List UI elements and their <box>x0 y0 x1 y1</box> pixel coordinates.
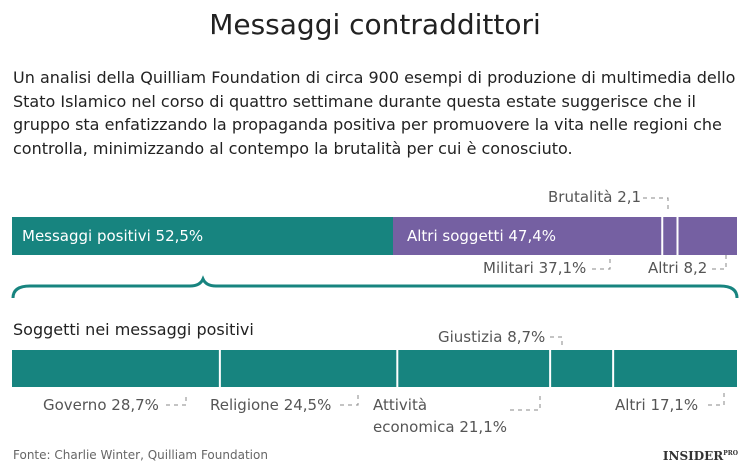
leader-line <box>643 197 669 211</box>
label: Altri soggetti <box>407 227 504 245</box>
brand-sup: PRO <box>723 450 738 457</box>
segment-label: Governo 28,7% <box>43 394 159 416</box>
label: Brutalità <box>548 188 613 206</box>
label: Altri <box>648 259 679 277</box>
segment-label: Religione 24,5% <box>210 394 331 416</box>
bar <box>397 350 551 387</box>
source: Fonte: Charlie Winter, Quilliam Foundati… <box>13 448 268 462</box>
bar <box>393 217 737 255</box>
value-label: 2,1 <box>617 188 642 206</box>
title: Messaggi contraddittori <box>209 8 541 41</box>
bar <box>613 350 737 387</box>
part-label: Brutalità 2,1 <box>548 186 641 208</box>
value-label: 28,7% <box>111 396 159 414</box>
label: Altri <box>615 396 646 414</box>
value-label: 8,2 <box>683 259 708 277</box>
leader-line <box>708 393 725 406</box>
brand: INSIDERPRO <box>663 449 738 463</box>
segment-label: Attività economica 21,1% <box>373 394 513 438</box>
value-label: 52,5% <box>155 227 204 245</box>
bar <box>12 217 394 255</box>
bar <box>219 350 398 387</box>
leader-line <box>166 393 187 406</box>
value-label: 24,5% <box>283 396 332 414</box>
subtitle: Un analisi della Quilliam Foundation di … <box>13 68 736 158</box>
bar <box>550 350 614 387</box>
value-label: 21,1% <box>459 418 507 436</box>
leader-line <box>510 393 541 411</box>
value-label: 17,1% <box>650 396 699 414</box>
chart-title: Soggetti nei messaggi positivi <box>13 320 254 339</box>
segment-label: Giustizia 8,7% <box>438 326 545 348</box>
leader-line <box>592 255 611 270</box>
brace <box>11 275 739 299</box>
part-label: Militari 37,1% <box>483 257 586 279</box>
label: Religione <box>210 396 279 414</box>
label: Giustizia <box>438 328 503 346</box>
value-label: 8,7% <box>507 328 546 346</box>
label: Attività economica <box>373 396 455 436</box>
leader-line <box>340 393 359 406</box>
leader-line <box>712 255 727 270</box>
part-label: Altri 8,2 <box>648 257 707 279</box>
label: Militari <box>483 259 534 277</box>
leader-line <box>550 336 563 346</box>
bar-label: Altri soggetti 47,4% <box>407 225 556 247</box>
bar-label: Messaggi positivi 52,5% <box>22 225 203 247</box>
segment-label: Altri 17,1% <box>615 394 698 416</box>
label: Governo <box>43 396 107 414</box>
brand-name: INSIDER <box>662 449 724 463</box>
bar <box>12 350 220 387</box>
label: Messaggi positivi <box>22 227 151 245</box>
value-label: 47,4% <box>508 227 557 245</box>
value-label: 37,1% <box>538 259 587 277</box>
